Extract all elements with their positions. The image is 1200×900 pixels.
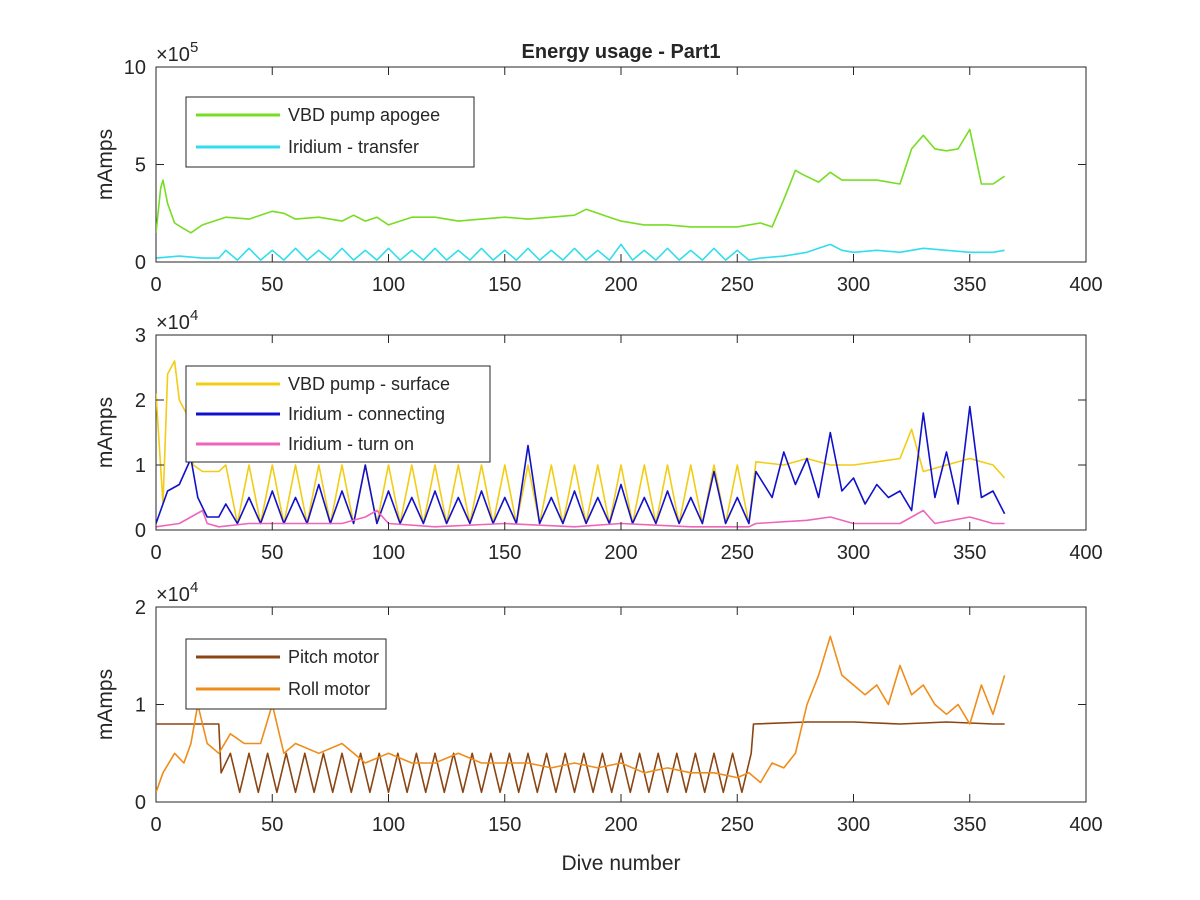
x-tick-label: 200 xyxy=(604,542,637,564)
series-line-2 xyxy=(156,405,1006,525)
x-tick-label: 0 xyxy=(150,542,161,564)
x-tick-label: 50 xyxy=(261,814,283,836)
x-tick-label: 0 xyxy=(150,814,161,836)
series-line-1 xyxy=(156,128,1006,234)
y-tick-label: 10 xyxy=(124,57,146,79)
legend: Pitch motor Roll motor xyxy=(185,638,387,710)
legend-label: Iridium - turn on xyxy=(288,434,414,454)
series-lines xyxy=(156,128,1006,261)
y-axis-label: mAmps xyxy=(94,669,117,740)
y-tick-label: 2 xyxy=(135,597,146,619)
x-tick-label: 150 xyxy=(488,274,521,296)
x-tick-label: 250 xyxy=(721,814,754,836)
x-tick-label: 50 xyxy=(261,274,283,296)
y-exponent-label: ×104 xyxy=(156,307,198,334)
legend-box xyxy=(185,638,387,710)
y-tick-label: 2 xyxy=(135,390,146,412)
legend-label: Pitch motor xyxy=(288,647,379,667)
x-tick-label: 150 xyxy=(488,542,521,564)
x-tick-label: 200 xyxy=(604,274,637,296)
x-tick-label: 250 xyxy=(721,542,754,564)
x-tick-label: 100 xyxy=(372,542,405,564)
x-tick-label: 200 xyxy=(604,814,637,836)
series-lines xyxy=(156,360,1006,528)
figure-title: Energy usage - Part1 xyxy=(522,41,721,63)
legend-label: Iridium - connecting xyxy=(288,404,445,424)
y-tick-label: 0 xyxy=(135,792,146,814)
y-axis-label: mAmps xyxy=(94,129,117,200)
x-tick-label: 300 xyxy=(837,814,870,836)
x-tick-label: 250 xyxy=(721,274,754,296)
subplot-1: 0 50 100 150 200 250 300 350 400 0 5 10 ×105 mAmps VBD… xyxy=(94,39,1103,296)
legend: VBD pump apogee Iridium - transfer xyxy=(185,96,475,168)
legend: VBD pump - surface Iridium - connecting Ir… xyxy=(185,365,491,463)
x-tick-label: 400 xyxy=(1069,542,1102,564)
y-tick-label: 1 xyxy=(135,695,146,717)
series-line-2 xyxy=(156,243,1005,261)
subplots: 0 50 100 150 200 250 300 350 4000510×105mAmpsVBD… xyxy=(94,39,1103,836)
legend-label: Roll motor xyxy=(288,679,370,699)
legend-label: Iridium - transfer xyxy=(288,137,419,157)
y-axis-label: mAmps xyxy=(94,397,117,468)
legend-box xyxy=(185,96,475,168)
series-line-2 xyxy=(156,635,1006,793)
y-tick-label: 0 xyxy=(135,520,146,542)
legend-label: VBD pump apogee xyxy=(288,105,440,125)
subplot-3: 0 50 100 150 200 250 300 350 400 0 1 2 ×104 mAmps Pitc… xyxy=(94,579,1103,836)
y-tick-label: 5 xyxy=(135,155,146,177)
series-line-1 xyxy=(156,721,1005,794)
y-exponent-label: ×104 xyxy=(156,579,198,606)
x-tick-label: 0 xyxy=(150,274,161,296)
x-tick-label: 350 xyxy=(953,814,986,836)
x-tick-label: 50 xyxy=(261,542,283,564)
x-axis-label: Dive number xyxy=(561,852,680,875)
x-tick-label: 400 xyxy=(1069,274,1102,296)
x-tick-label: 350 xyxy=(953,542,986,564)
x-tick-label: 150 xyxy=(488,814,521,836)
x-tick-label: 300 xyxy=(837,542,870,564)
subplot-2: 0 50 100 150 200 250 300 350 400 0 1 2 3 ×104 mAmps VBD… xyxy=(94,307,1103,564)
x-tick-label: 300 xyxy=(837,274,870,296)
y-tick-label: 0 xyxy=(135,252,146,274)
y-tick-label: 1 xyxy=(135,455,146,477)
y-exponent-label: ×105 xyxy=(156,39,198,66)
legend-label: VBD pump - surface xyxy=(288,374,450,394)
x-tick-label: 100 xyxy=(372,814,405,836)
x-tick-label: 400 xyxy=(1069,814,1102,836)
x-tick-label: 350 xyxy=(953,274,986,296)
series-lines xyxy=(156,635,1006,794)
series-line-3 xyxy=(156,509,1005,528)
x-tick-label: 100 xyxy=(372,274,405,296)
y-tick-label: 3 xyxy=(135,325,146,347)
series-line-1 xyxy=(156,360,1006,525)
